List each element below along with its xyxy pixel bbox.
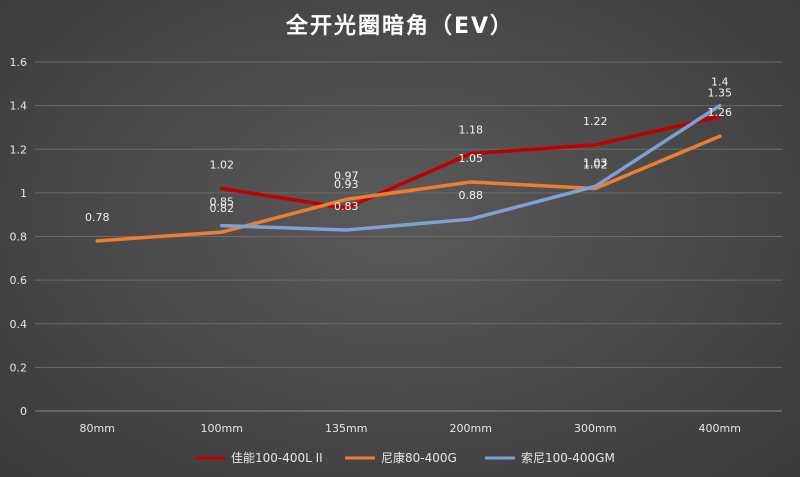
x-tick-label: 80mm bbox=[80, 422, 115, 435]
series-lines bbox=[95, 103, 722, 243]
x-tick-label: 200mm bbox=[450, 422, 492, 435]
y-tick-label: 1.6 bbox=[10, 56, 28, 69]
y-tick-label: 0.4 bbox=[10, 318, 28, 331]
legend-item: 尼康80-400G bbox=[345, 450, 457, 465]
data-label: 0.83 bbox=[334, 200, 359, 213]
chart-title: 全开光圈暗角（EV） bbox=[285, 13, 514, 39]
series-line-1 bbox=[95, 134, 722, 243]
y-tick-label: 0 bbox=[20, 405, 27, 418]
series-line-2 bbox=[220, 103, 722, 232]
data-label: 1.05 bbox=[459, 152, 484, 165]
x-tick-label: 100mm bbox=[201, 422, 243, 435]
data-label: 0.88 bbox=[459, 189, 484, 202]
legend: 佳能100-400L II 尼康80-400G 索尼100-400GM bbox=[195, 450, 615, 465]
x-tick-label: 135mm bbox=[325, 422, 367, 435]
legend-label: 尼康80-400G bbox=[381, 450, 457, 465]
x-tick-label: 300mm bbox=[574, 422, 616, 435]
data-label: 1.22 bbox=[583, 115, 608, 128]
gridlines bbox=[35, 61, 782, 368]
data-label: 1.02 bbox=[583, 159, 608, 172]
legend-item: 佳能100-400L II bbox=[195, 451, 323, 465]
data-label: 0.85 bbox=[210, 196, 235, 209]
data-label: 0.78 bbox=[85, 211, 110, 224]
y-tick-label: 0.2 bbox=[10, 361, 28, 374]
y-tick-label: 0.6 bbox=[10, 274, 28, 287]
y-axis: 0 0.2 0.4 0.6 0.8 1 1.2 1.4 1.6 bbox=[10, 56, 782, 418]
data-label: 1.4 bbox=[711, 76, 729, 89]
x-tick-label: 400mm bbox=[699, 422, 741, 435]
data-labels: 1.02 0.93 1.18 1.22 1.35 0.78 0.82 0.97 1.05 1.02… bbox=[85, 76, 732, 224]
y-tick-label: 0.8 bbox=[10, 231, 28, 244]
data-label: 1.03 bbox=[583, 156, 608, 169]
data-label: 1.18 bbox=[459, 124, 484, 137]
x-axis: 80mm 100mm 135mm 200mm 300mm 400mm bbox=[80, 422, 741, 435]
data-label: 0.82 bbox=[210, 202, 235, 215]
y-tick-label: 1.4 bbox=[10, 100, 28, 113]
data-label: 0.93 bbox=[334, 178, 359, 191]
legend-item: 索尼100-400GM bbox=[485, 451, 615, 465]
data-label: 1.35 bbox=[708, 87, 733, 100]
series-line-0 bbox=[220, 114, 722, 210]
y-tick-label: 1.2 bbox=[10, 143, 28, 156]
legend-label: 佳能100-400L II bbox=[231, 451, 323, 465]
y-tick-label: 1 bbox=[20, 187, 27, 200]
legend-label: 索尼100-400GM bbox=[521, 451, 615, 465]
data-label: 1.26 bbox=[708, 106, 733, 119]
data-label: 0.97 bbox=[334, 169, 359, 182]
data-label: 1.02 bbox=[210, 159, 235, 172]
